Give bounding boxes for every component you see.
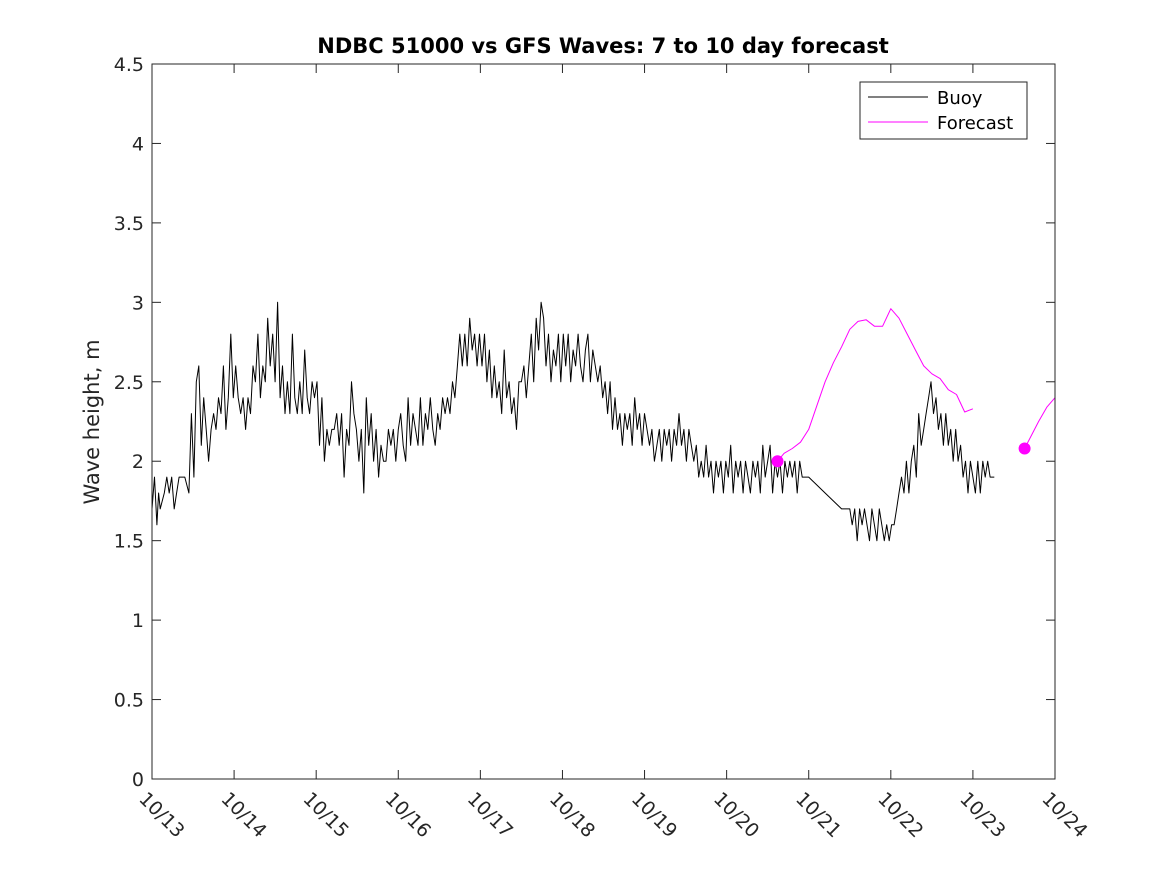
legend-box	[859, 81, 1028, 140]
plot-frame	[151, 63, 1056, 780]
series-line-forecast	[777, 308, 1056, 462]
y-tick-label: 1.5	[114, 531, 144, 553]
plot-area	[152, 64, 1055, 779]
forecast-start-marker-2	[1018, 442, 1031, 455]
legend-forecast-label: Forecast	[937, 113, 1013, 134]
y-tick-label: 0.5	[114, 690, 144, 712]
y-tick-label: 0	[132, 769, 144, 791]
y-axis-label: Wave height, m	[80, 339, 104, 504]
marker-layer	[771, 442, 1031, 468]
y-tick-label: 3	[132, 292, 144, 314]
legend: Buoy Forecast	[859, 81, 1028, 140]
series-line-buoy	[151, 301, 995, 542]
forecast-start-marker-1	[771, 455, 784, 468]
y-tick-label: 2.5	[114, 372, 144, 394]
chart-title: NDBC 51000 vs GFS Waves: 7 to 10 day for…	[317, 34, 888, 58]
y-tick-label: 3.5	[114, 213, 144, 235]
y-tick-label: 4	[132, 133, 144, 155]
y-tick-label: 4.5	[114, 54, 144, 76]
y-tick-label: 2	[132, 451, 144, 473]
y-tick-label: 1	[132, 610, 144, 632]
series-layer	[151, 301, 1056, 542]
legend-buoy-label: Buoy	[937, 88, 983, 109]
